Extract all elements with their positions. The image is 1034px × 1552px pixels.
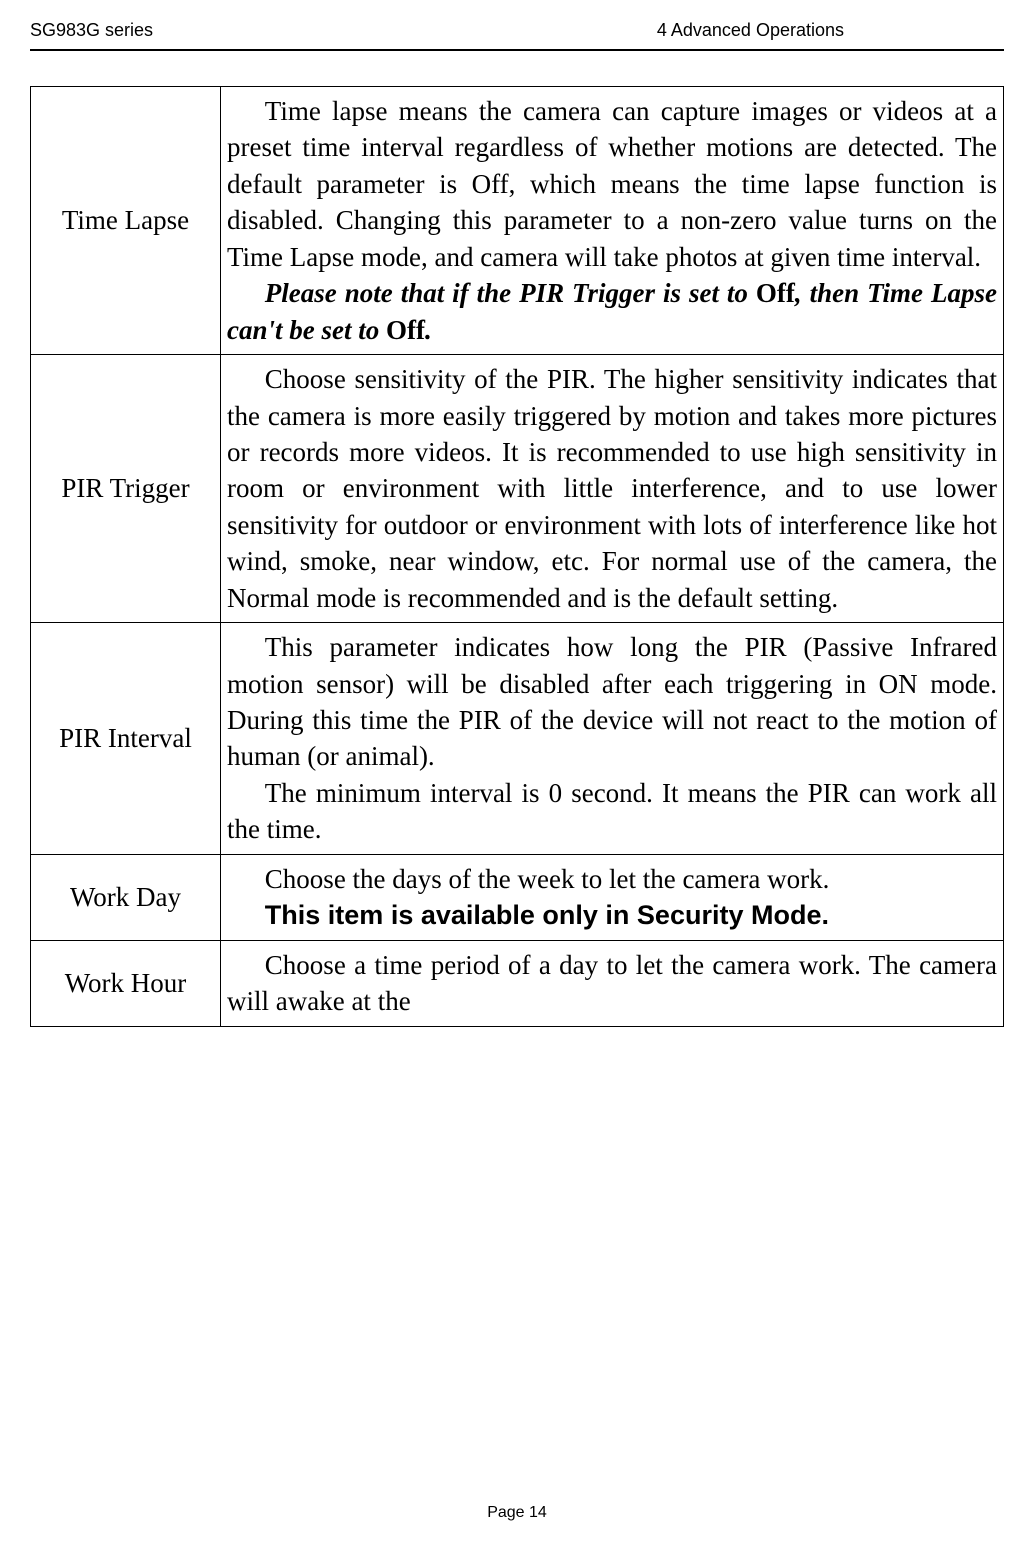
table-row: Time LapseTime lapse means the camera ca… [31, 87, 1004, 355]
paragraph: This parameter indicates how long the PI… [227, 629, 997, 775]
paragraph: Choose sensitivity of the PIR. The highe… [227, 361, 997, 616]
setting-description: Choose sensitivity of the PIR. The highe… [221, 355, 1004, 623]
text-run: Please note that if the PIR Trigger is s… [265, 278, 756, 308]
setting-label: Work Hour [31, 940, 221, 1026]
table-row: PIR IntervalThis parameter indicates how… [31, 623, 1004, 855]
paragraph: Time lapse means the camera can capture … [227, 93, 997, 275]
page-container: SG983G series 4 Advanced Operations Time… [0, 0, 1034, 1552]
paragraph: Choose a time period of a day to let the… [227, 947, 997, 1020]
header-series: SG983G series [30, 20, 153, 41]
header-section: 4 Advanced Operations [657, 20, 1004, 41]
table-row: Work DayChoose the days of the week to l… [31, 854, 1004, 940]
setting-label: Work Day [31, 854, 221, 940]
text-run: Off [386, 315, 425, 345]
setting-label: Time Lapse [31, 87, 221, 355]
paragraph: The minimum interval is 0 second. It mea… [227, 775, 997, 848]
page-header: SG983G series 4 Advanced Operations [30, 20, 1004, 51]
setting-label: PIR Interval [31, 623, 221, 855]
text-run: Off [756, 278, 795, 308]
page-footer: Page 14 [0, 1504, 1034, 1522]
paragraph: Please note that if the PIR Trigger is s… [227, 275, 997, 348]
setting-description: Choose the days of the week to let the c… [221, 854, 1004, 940]
page-number: Page 14 [487, 1504, 547, 1521]
table-row: Work HourChoose a time period of a day t… [31, 940, 1004, 1026]
table-row: PIR TriggerChoose sensitivity of the PIR… [31, 355, 1004, 623]
setting-description: Choose a time period of a day to let the… [221, 940, 1004, 1026]
paragraph: Choose the days of the week to let the c… [227, 861, 997, 897]
paragraph: This item is available only in Security … [227, 897, 997, 933]
text-run: . [425, 315, 432, 345]
settings-table: Time LapseTime lapse means the camera ca… [30, 86, 1004, 1027]
setting-description: This parameter indicates how long the PI… [221, 623, 1004, 855]
setting-description: Time lapse means the camera can capture … [221, 87, 1004, 355]
setting-label: PIR Trigger [31, 355, 221, 623]
